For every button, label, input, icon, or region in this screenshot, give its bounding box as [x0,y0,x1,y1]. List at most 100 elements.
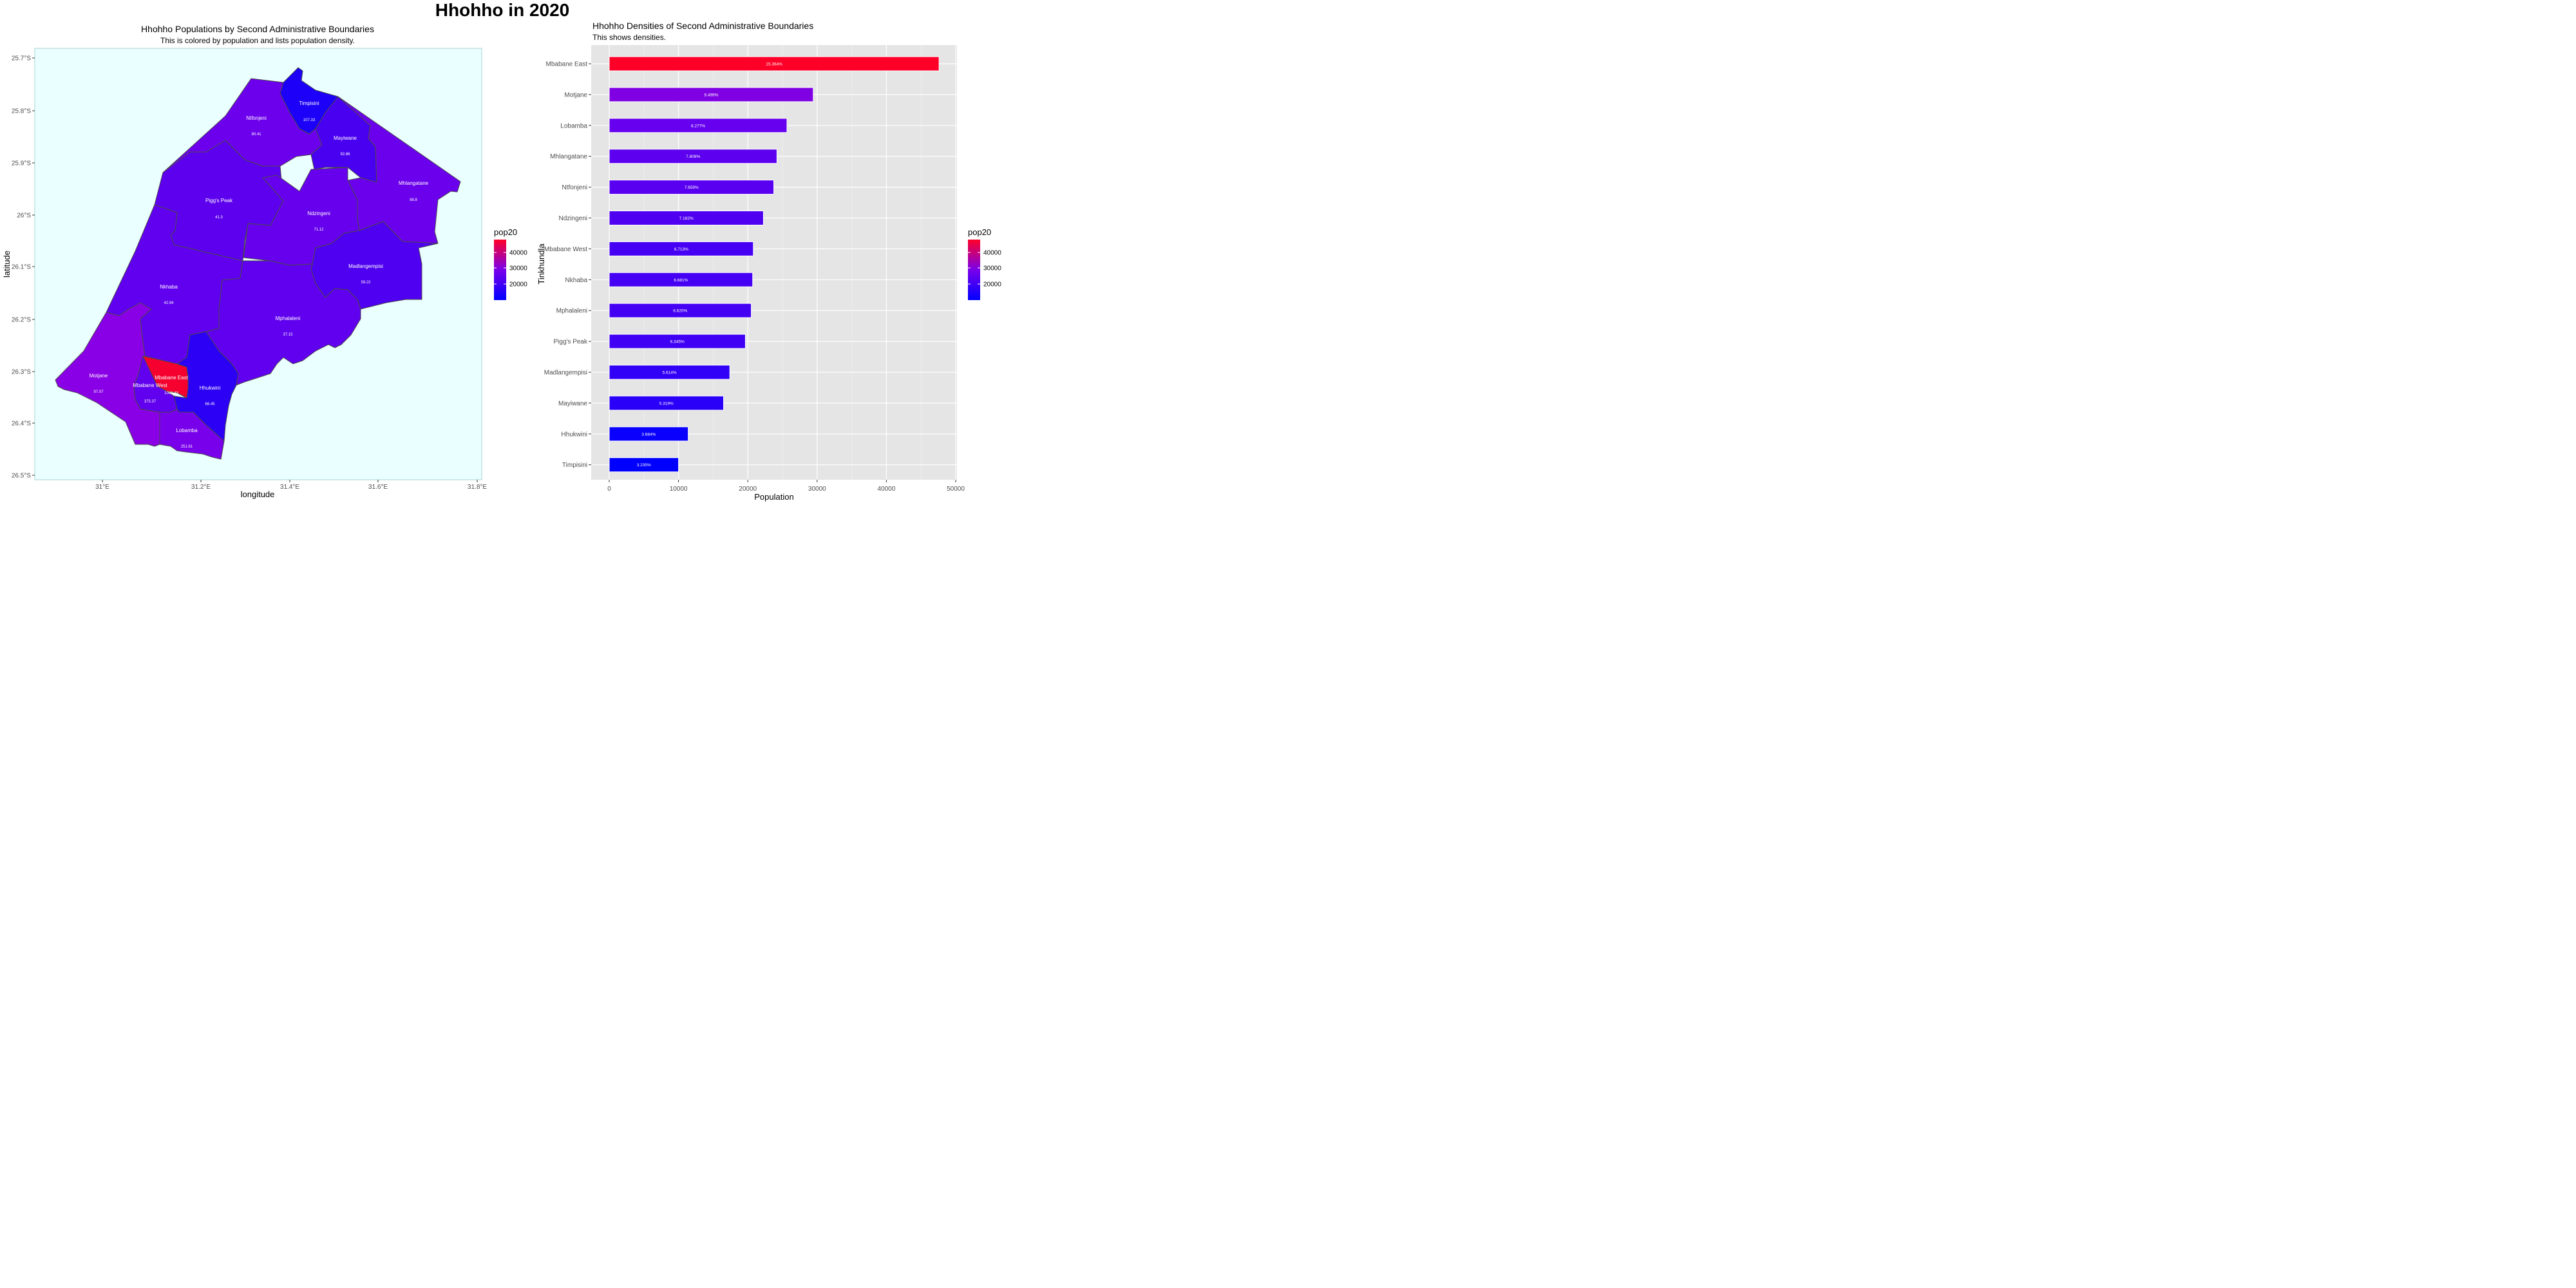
bar-value-label: 3.235% [637,463,651,468]
map-x-tick-label: 31°E [95,484,109,491]
map-y-tick-label: 26.5°S [12,473,31,480]
bar-category-label: Motjane [564,91,587,99]
bar-value-label: 5.319% [659,401,674,406]
region-label: Timpisini [299,100,319,106]
bar-category-label: Madlangempisi [544,370,587,377]
map-y-tick-label: 26.1°S [12,264,31,271]
bar [609,118,788,133]
map-y-tick-label: 26°S [17,213,31,220]
map-y-tick-label: 25.7°S [12,55,31,62]
region-density: 80.41 [251,133,261,137]
bar-value-label: 7.182% [679,216,694,221]
legend-colorbar [968,240,980,300]
region-density: 107.33 [303,118,316,122]
map-x-tick-label: 31.8°E [468,484,487,491]
bar [609,426,689,442]
region-label: Mphalaleni [276,316,301,321]
bar-category-label: Timpisini [562,462,587,469]
bar-category-label: Pigg's Peak [554,339,588,346]
bar-category-label: Ntfonjeni [562,184,587,191]
bar-chart-subtitle: This shows densities. [592,33,666,42]
region-density: 375.37 [144,400,156,404]
bar-category-label: Nkhaba [565,277,588,284]
region-density: 88.8 [410,198,417,202]
map-y-tick-label: 26.4°S [12,421,31,428]
map-regions [55,67,461,460]
region-label: Hhukwini [200,385,221,391]
bar-category-label: Mphalaleni [556,308,587,315]
map-x-tick-label: 31.6°E [368,484,388,491]
bar-x-tick-label: 30000 [808,486,826,493]
bar-value-label: 3.684% [641,432,656,437]
map-y-tick-label: 26.3°S [12,369,31,376]
bar-x-axis-label: Population [754,492,793,502]
region-label: Mhlangatane [399,180,429,186]
legend-ticks: 40000 30000 20000 [968,250,1001,289]
bar-value-label: 8.277% [691,124,705,128]
map-x-tick-label: 31.4°E [280,484,299,491]
bar-value-label: 5.614% [663,371,677,375]
region-density: 71.12 [314,228,324,232]
bar-category-label: Mbabane West [544,246,587,253]
bar [609,365,730,380]
bar-value-label: 15.364% [766,62,782,67]
bar [609,87,814,102]
bar-category-label: Mayiwane [558,400,587,407]
region-label: Mayiwane [334,135,357,141]
bar-category-label: Lobamba [560,122,587,129]
bar-chart-title: Hhohho Densities of Second Administrativ… [592,21,813,31]
region-label: Mbabane East [155,375,188,381]
region-density: 37.15 [283,333,293,337]
bars: 15.364% 9.499% 8.277% 7.808% 7.659% 7.182% 6.7… [609,56,940,473]
bar [609,211,764,225]
bar-legend: pop20 40000 30000 20000 [968,227,1001,300]
bar [609,180,775,195]
legend-tick-label: 20000 [509,281,527,289]
legend-tick-label: 20000 [983,281,1001,289]
bar [609,457,679,473]
bar [609,56,940,71]
bar-value-label: 9.499% [704,93,718,97]
bar-y-axis-label: Tinkhundla [536,243,546,285]
region-density: 59.22 [361,281,371,285]
region-density: 1062.43 [164,392,178,395]
region-label: Ndzingeni [307,211,330,216]
region-label: Ntfonjeni [246,115,267,121]
legend-tick-label: 30000 [983,265,1001,272]
bar-value-label: 6.345% [670,340,685,345]
region-label: Mbabane West [133,383,167,388]
map-y-axis-label: latitude [2,251,12,278]
region-label: Motjane [90,373,108,379]
bar-x-tick-label: 10000 [670,486,688,493]
region-density: 97.07 [93,390,104,394]
bar [609,334,746,349]
bar-panel [591,45,957,480]
figure-canvas: Hhohho Populations by Second Administrat… [2,21,1001,502]
map-axes: 31°E 31.2°E 31.4°E 31.6°E 31.8°E 25.7°S 25.8°S… [12,55,488,491]
map-region-labels: Timpisini 107.33 Ntfonjeni 80.41 Mayiwan… [90,100,429,449]
region-density: 251.61 [181,445,193,449]
bar-value-label: 7.808% [686,155,700,159]
region-label: Lobamba [176,428,198,433]
bar-x-tick-label: 50000 [947,486,965,493]
legend-tick-label: 30000 [509,265,527,272]
region-density: 92.86 [340,153,350,156]
map-y-tick-label: 25.8°S [12,108,31,115]
legend-tick-label: 40000 [509,250,527,257]
region-label: Pigg's Peak [205,198,233,204]
bar-value-label: 6.620% [673,309,687,314]
legend-tick-label: 40000 [983,250,1001,257]
legend-ticks: 40000 30000 20000 [494,250,527,289]
bar [609,303,752,318]
bar-category-label: Hhukwini [561,431,587,438]
region-density: 66.45 [205,402,215,406]
region-lobamba [159,408,225,460]
bar-value-label: 7.659% [685,185,699,190]
map-x-axis-label: longitude [241,489,275,499]
map-y-tick-label: 25.9°S [12,160,31,167]
region-density: 42.94 [164,301,174,305]
map-y-tick-label: 26.2°S [12,317,31,324]
bar [609,395,724,411]
legend-colorbar [494,240,506,300]
bar-x-tick-label: 20000 [739,486,757,493]
